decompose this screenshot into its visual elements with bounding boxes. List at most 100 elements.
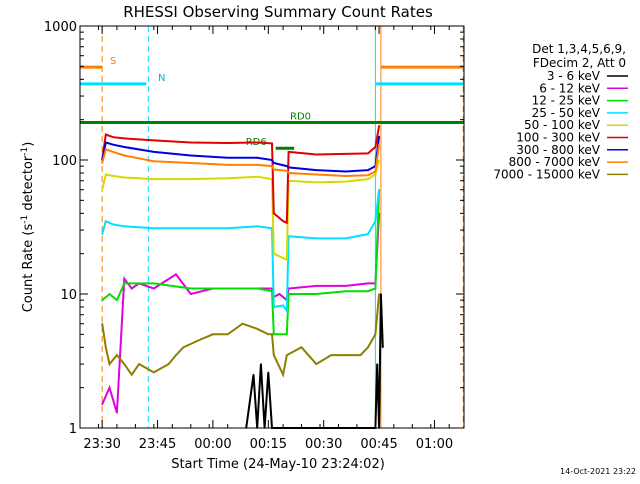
series-6-point-7: [256, 156, 259, 159]
series-2-point-10: [285, 333, 288, 336]
series-7-point-13: [345, 175, 347, 177]
x-tick-label-5: 00:45: [360, 437, 397, 452]
series-8-point-0: [101, 322, 103, 325]
series-8-point-19: [282, 373, 284, 376]
series-line-5: [101, 125, 381, 225]
series-8-point-21: [300, 346, 303, 349]
series-1-point-4: [130, 287, 133, 290]
series-7-point-14: [367, 174, 369, 177]
x-tick-label-1: 23:45: [139, 437, 176, 452]
series-4-point-5: [189, 178, 192, 180]
series-3-point-1: [105, 220, 107, 222]
series-1-point-8: [189, 293, 192, 295]
chart-title: RHESSI Observing Summary Count Rates: [123, 3, 433, 21]
series-1-point-0: [101, 403, 103, 406]
series-2-point-2: [116, 299, 118, 301]
legend-label-2: 12 - 25 keV: [532, 94, 601, 108]
series-7-point-7: [256, 164, 259, 166]
series-3-point-17: [378, 188, 380, 191]
series-8-point-20: [285, 354, 288, 356]
y-axis-label-sup1: -1: [20, 215, 30, 224]
series-6-point-3: [123, 146, 126, 148]
legend-label-4: 50 - 100 keV: [524, 118, 601, 132]
series-8-point-9: [175, 354, 177, 356]
series-6-point-12: [315, 169, 318, 171]
series-2-point-11: [287, 293, 290, 295]
series-6-point-6: [226, 156, 229, 159]
series-5-point-11: [285, 221, 288, 224]
series-3-point-6: [226, 227, 229, 229]
series-8-point-28: [378, 293, 380, 295]
series-4-point-0: [101, 188, 103, 191]
series-1-point-1: [108, 386, 111, 389]
legend-label-6: 300 - 800 keV: [516, 143, 600, 157]
series-2-point-6: [226, 287, 229, 290]
series-8-point-24: [345, 354, 347, 356]
series-8-point-2: [108, 363, 111, 365]
series-8-point-23: [330, 354, 332, 356]
footer-timestamp: 14-Oct-2021 23:22: [560, 467, 636, 476]
series-5-point-8: [271, 142, 273, 145]
series-4-point-14: [367, 178, 369, 180]
series-8-point-10: [182, 346, 185, 349]
y-tick-label-2: 100: [52, 154, 77, 169]
legend-header-line-1: Det 1,3,4,5,6,9,: [532, 42, 626, 56]
series-2-point-9: [273, 333, 275, 336]
series-1-point-6: [153, 287, 155, 290]
series-0-point-1: [252, 373, 255, 376]
series-7-point-0: [101, 162, 103, 164]
series-0-point-8: [376, 363, 379, 365]
y-axis-label-sup2: -1: [20, 147, 30, 156]
series-1-point-17: [315, 285, 318, 287]
series-8-point-27: [374, 333, 377, 336]
series-4-point-10: [285, 258, 288, 261]
flag-label-rd0: RD0: [290, 111, 311, 122]
series-8-point-22: [315, 363, 318, 365]
series-8-point-17: [271, 333, 273, 336]
flag-label-s: S: [110, 56, 116, 67]
series-5-point-4: [153, 139, 155, 142]
series-7-point-4: [153, 160, 155, 162]
series-4-point-13: [345, 180, 347, 183]
series-6-point-5: [189, 154, 192, 157]
series-4-point-15: [374, 173, 377, 176]
series-6-point-2: [112, 143, 115, 146]
series-3-point-15: [367, 233, 369, 235]
series-3-point-2: [112, 223, 115, 226]
y-axis-label-mid: detector: [21, 155, 36, 215]
series-4-point-12: [315, 181, 318, 184]
series-3-point-9: [273, 306, 275, 308]
series-5-point-5: [189, 141, 192, 144]
series-4-point-3: [123, 176, 126, 179]
y-axis: 1 10 100 1000: [44, 20, 464, 437]
series-8-point-12: [212, 333, 214, 336]
series-4-point-7: [256, 175, 259, 178]
series-3-point-13: [315, 237, 318, 240]
legend-header-line-2: FDecim 2, Att 0: [533, 56, 626, 70]
series-2-point-8: [271, 290, 273, 292]
series-8-point-26: [367, 346, 369, 349]
series-4-point-6: [226, 177, 229, 180]
series-4-point-4: [153, 178, 155, 180]
series-8-point-18: [273, 354, 275, 356]
series-6-point-14: [367, 169, 369, 171]
legend-label-1: 6 - 12 keV: [539, 81, 601, 95]
series-5-point-3: [123, 137, 126, 140]
series-1-point-14: [278, 293, 281, 295]
series-5-point-6: [226, 142, 229, 144]
series-3-point-5: [189, 227, 192, 229]
y-tick-label-3: 1000: [44, 20, 77, 35]
series-1-point-18: [345, 285, 347, 287]
series-7-point-1: [105, 148, 107, 151]
series-8-point-7: [153, 371, 155, 374]
series-3-point-0: [101, 233, 103, 235]
series-8-point-25: [359, 354, 362, 356]
series-3-point-16: [374, 220, 377, 222]
series-4-point-1: [105, 173, 107, 176]
series-2-point-7: [256, 287, 259, 290]
series-2-point-5: [189, 287, 192, 290]
series-1-point-7: [175, 273, 177, 276]
series-6-point-9: [273, 162, 275, 164]
legend: Det 1,3,4,5,6,9, FDecim 2, Att 0 3 - 6 k…: [493, 42, 628, 181]
